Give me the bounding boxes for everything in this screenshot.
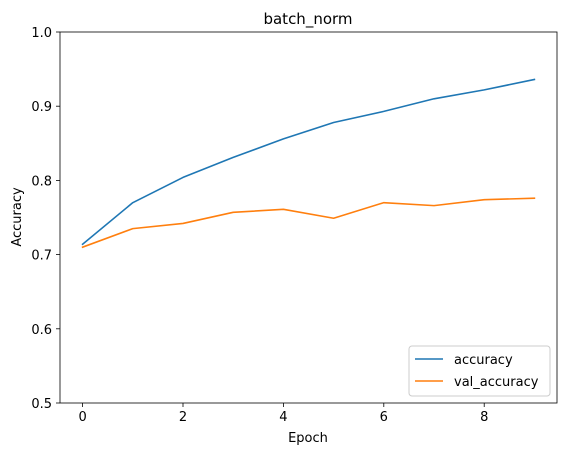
y-axis-ticks: 0.5 0.6 0.7 0.8 0.9 1.0: [31, 26, 60, 412]
x-tick-label: 0: [78, 410, 86, 425]
x-tick-label: 2: [179, 410, 187, 425]
x-tick-label: 6: [380, 410, 388, 425]
y-tick-label: 0.5: [31, 397, 52, 412]
y-tick-label: 0.6: [31, 323, 52, 338]
y-tick-label: 0.8: [31, 174, 52, 189]
x-tick-label: 8: [480, 410, 488, 425]
plot-frame: [59, 31, 558, 404]
y-tick-label: 0.7: [31, 249, 52, 264]
y-tick-label: 0.9: [31, 100, 52, 115]
legend: accuracy val_accuracy: [408, 345, 551, 397]
legend-box: [408, 345, 551, 397]
chart-title: batch_norm: [263, 10, 352, 29]
legend-label-val-accuracy: val_accuracy: [454, 375, 539, 390]
series-lines: [81, 78, 536, 249]
x-axis-label: Epoch: [288, 431, 328, 446]
plot-area: [60, 32, 557, 403]
legend-label-accuracy: accuracy: [454, 353, 513, 368]
y-tick-label: 1.0: [31, 26, 52, 41]
x-axis-ticks: 0 2 4 6 8: [78, 403, 488, 425]
series-line-val-accuracy: [81, 197, 536, 249]
x-tick-label: 4: [279, 410, 287, 425]
y-axis-label: Accuracy: [10, 187, 25, 247]
series-line-accuracy: [81, 78, 536, 246]
